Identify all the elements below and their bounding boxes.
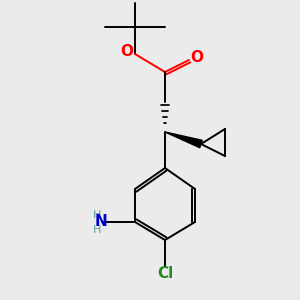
Text: Cl: Cl	[157, 266, 173, 281]
Text: H: H	[92, 210, 101, 220]
Polygon shape	[165, 132, 202, 148]
Text: N: N	[94, 214, 107, 230]
Text: H: H	[92, 225, 101, 236]
Text: O: O	[120, 44, 133, 59]
Text: O: O	[190, 50, 204, 65]
